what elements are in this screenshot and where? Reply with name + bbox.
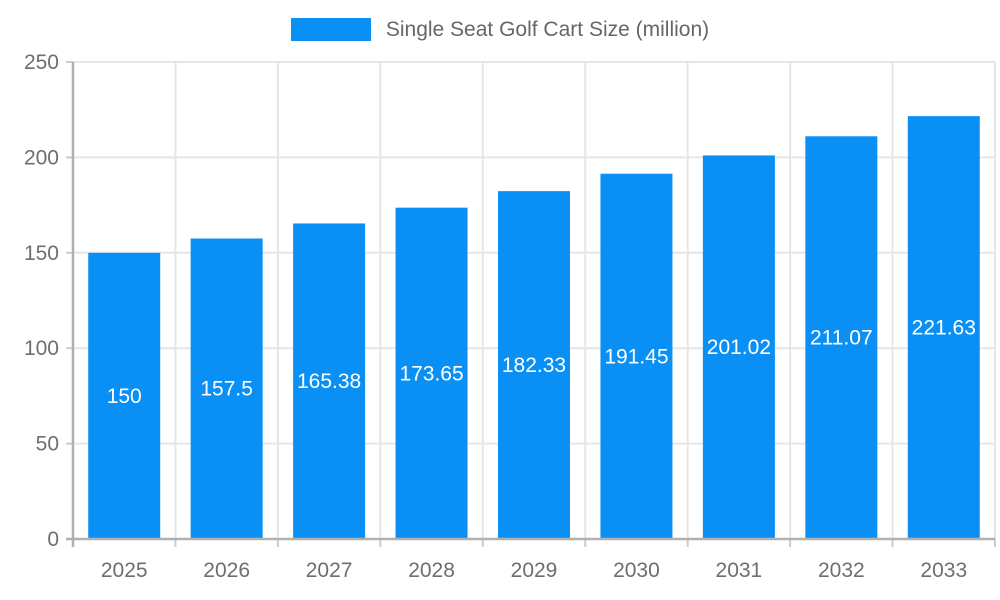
bar: [600, 173, 673, 540]
x-tick-label: 2025: [101, 559, 148, 582]
bar: [702, 155, 775, 539]
bar-value-label: 182.33: [502, 354, 566, 377]
x-tick-label: 2033: [920, 559, 967, 582]
x-tick-label: 2027: [306, 559, 353, 582]
x-tick-label: 2028: [408, 559, 455, 582]
y-tick-label: 100: [24, 337, 59, 360]
bar-value-label: 201.02: [707, 336, 771, 359]
x-tick-label: 2026: [203, 559, 250, 582]
y-tick-label: 200: [24, 146, 59, 169]
y-tick-label: 250: [24, 51, 59, 74]
bar: [88, 252, 161, 540]
bar: [190, 238, 263, 540]
y-tick-label: 150: [24, 242, 59, 265]
bar: [293, 223, 366, 539]
bar: [395, 207, 468, 540]
bar: [907, 116, 980, 540]
bar-value-label: 157.5: [200, 378, 253, 401]
x-tick-label: 2032: [818, 559, 865, 582]
x-tick-label: 2030: [613, 559, 660, 582]
bar-value-label: 150: [107, 385, 142, 408]
x-tick-label: 2029: [511, 559, 558, 582]
y-tick-label: 50: [36, 433, 59, 456]
bar: [498, 191, 570, 539]
bar-value-label: 173.65: [399, 362, 463, 385]
y-tick-label: 0: [47, 528, 59, 551]
bar-value-label: 191.45: [604, 345, 668, 368]
bar-value-label: 165.38: [297, 370, 361, 393]
bar: [805, 136, 878, 539]
x-tick-label: 2031: [716, 559, 763, 582]
bar-value-label: 221.63: [912, 317, 976, 340]
bar-value-label: 211.07: [810, 327, 873, 350]
